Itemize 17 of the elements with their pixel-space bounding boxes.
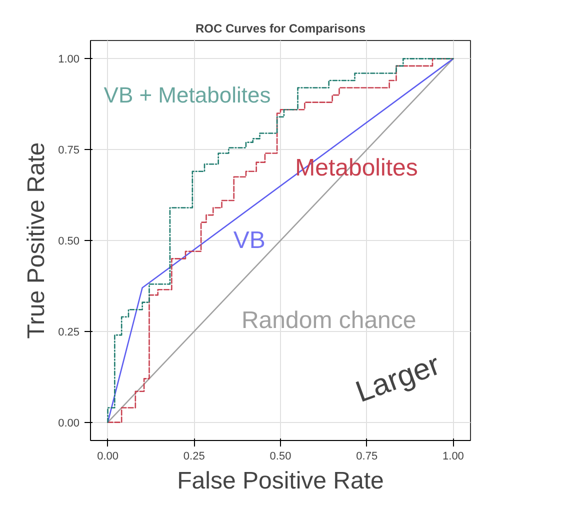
x-tick-label: 0.00 [97,450,118,462]
x-axis-title: False Positive Rate [177,468,384,494]
chart-title: ROC Curves for Comparisons [195,22,366,36]
x-tick-label: 1.00 [442,450,464,462]
y-tick-label: 0.25 [58,326,80,338]
series-label: Random chance [241,307,416,334]
y-tick-label: 0.75 [58,144,80,157]
series-label: VB [233,227,266,254]
series-label: VB + Metabolites [104,82,271,108]
x-tick-label: 0.50 [270,450,292,462]
y-axis-title: True Positive Rate [23,142,50,339]
x-tick-label: 0.25 [183,450,205,462]
annotation: Larger [352,348,444,410]
y-tick-label: 0.00 [58,417,80,430]
y-tick-label: 1.00 [58,54,80,66]
y-tick-label: 0.50 [58,236,80,248]
x-tick-label: 0.75 [356,450,378,462]
